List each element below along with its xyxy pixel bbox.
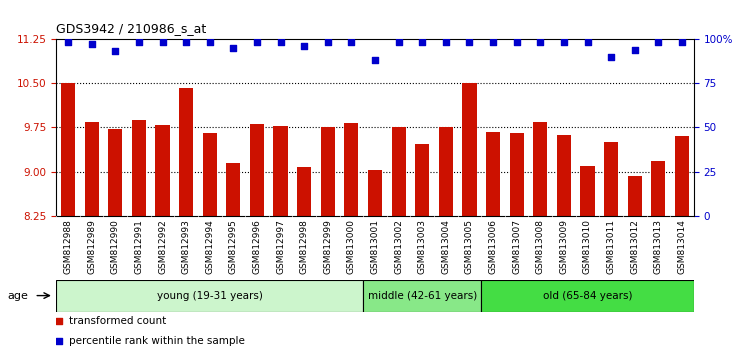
Point [53, 319, 65, 324]
Bar [482, 280, 694, 312]
Text: GSM812990: GSM812990 [111, 219, 120, 274]
Text: old (65-84 years): old (65-84 years) [543, 291, 632, 301]
Text: GSM813001: GSM813001 [370, 219, 380, 274]
Bar [344, 123, 358, 216]
Text: GSM812999: GSM812999 [323, 219, 332, 274]
Text: GSM812993: GSM812993 [182, 219, 190, 274]
Bar [108, 129, 122, 216]
Bar [628, 176, 642, 216]
Text: middle (42-61 years): middle (42-61 years) [368, 291, 477, 301]
Bar [250, 125, 264, 216]
Bar [439, 127, 453, 216]
Point [605, 54, 617, 59]
Point [298, 43, 310, 49]
Bar [509, 133, 524, 216]
Text: GSM812992: GSM812992 [158, 219, 167, 274]
Text: young (19-31 years): young (19-31 years) [157, 291, 262, 301]
Point [652, 40, 664, 45]
Point [534, 40, 546, 45]
Bar [155, 125, 170, 216]
Point [628, 47, 640, 52]
Text: age: age [8, 291, 28, 301]
Point [440, 40, 452, 45]
Text: GSM813003: GSM813003 [418, 219, 427, 274]
Text: GSM812998: GSM812998 [300, 219, 309, 274]
Bar [675, 136, 689, 216]
Bar [179, 88, 194, 216]
Bar [368, 170, 382, 216]
Bar [61, 83, 75, 216]
Point [227, 45, 239, 51]
Point [487, 40, 499, 45]
Bar [226, 163, 241, 216]
Text: GSM813011: GSM813011 [607, 219, 616, 274]
Point [62, 40, 74, 45]
Text: GSM812988: GSM812988 [64, 219, 73, 274]
Point [346, 40, 358, 45]
Text: GSM813004: GSM813004 [441, 219, 450, 274]
Point [322, 40, 334, 45]
Bar [604, 142, 618, 216]
Text: GSM813013: GSM813013 [654, 219, 663, 274]
Bar [580, 166, 595, 216]
Bar [56, 280, 363, 312]
Point [676, 40, 688, 45]
Text: transformed count: transformed count [69, 316, 166, 326]
Point [53, 338, 65, 343]
Text: GSM813000: GSM813000 [347, 219, 356, 274]
Text: GSM812994: GSM812994 [206, 219, 214, 274]
Text: GSM813009: GSM813009 [560, 219, 568, 274]
Bar [363, 280, 482, 312]
Bar [486, 132, 500, 216]
Point [464, 40, 476, 45]
Text: GSM813014: GSM813014 [677, 219, 686, 274]
Point [110, 48, 122, 54]
Point [133, 40, 145, 45]
Bar [533, 121, 548, 216]
Point [558, 40, 570, 45]
Point [511, 40, 523, 45]
Text: percentile rank within the sample: percentile rank within the sample [69, 336, 244, 346]
Bar [274, 126, 288, 216]
Point [416, 40, 428, 45]
Text: GSM813007: GSM813007 [512, 219, 521, 274]
Text: GSM813012: GSM813012 [630, 219, 639, 274]
Text: GSM812997: GSM812997 [276, 219, 285, 274]
Point [157, 40, 169, 45]
Text: GSM813010: GSM813010 [583, 219, 592, 274]
Point [251, 40, 263, 45]
Text: GSM813002: GSM813002 [394, 219, 403, 274]
Text: GSM813008: GSM813008 [536, 219, 544, 274]
Point [369, 57, 381, 63]
Bar [651, 161, 665, 216]
Point [392, 40, 404, 45]
Bar [556, 135, 571, 216]
Bar [132, 120, 146, 216]
Point [581, 40, 593, 45]
Bar [202, 133, 217, 216]
Text: GSM812989: GSM812989 [87, 219, 96, 274]
Bar [85, 121, 99, 216]
Text: GSM812995: GSM812995 [229, 219, 238, 274]
Bar [297, 167, 311, 216]
Text: GDS3942 / 210986_s_at: GDS3942 / 210986_s_at [56, 22, 206, 35]
Text: GSM812991: GSM812991 [134, 219, 143, 274]
Text: GSM813005: GSM813005 [465, 219, 474, 274]
Bar [321, 127, 334, 216]
Text: GSM813006: GSM813006 [488, 219, 497, 274]
Bar [392, 127, 406, 216]
Bar [416, 144, 429, 216]
Bar [462, 83, 476, 216]
Point [274, 40, 286, 45]
Point [204, 40, 216, 45]
Point [180, 40, 192, 45]
Point [86, 41, 98, 47]
Text: GSM812996: GSM812996 [253, 219, 262, 274]
